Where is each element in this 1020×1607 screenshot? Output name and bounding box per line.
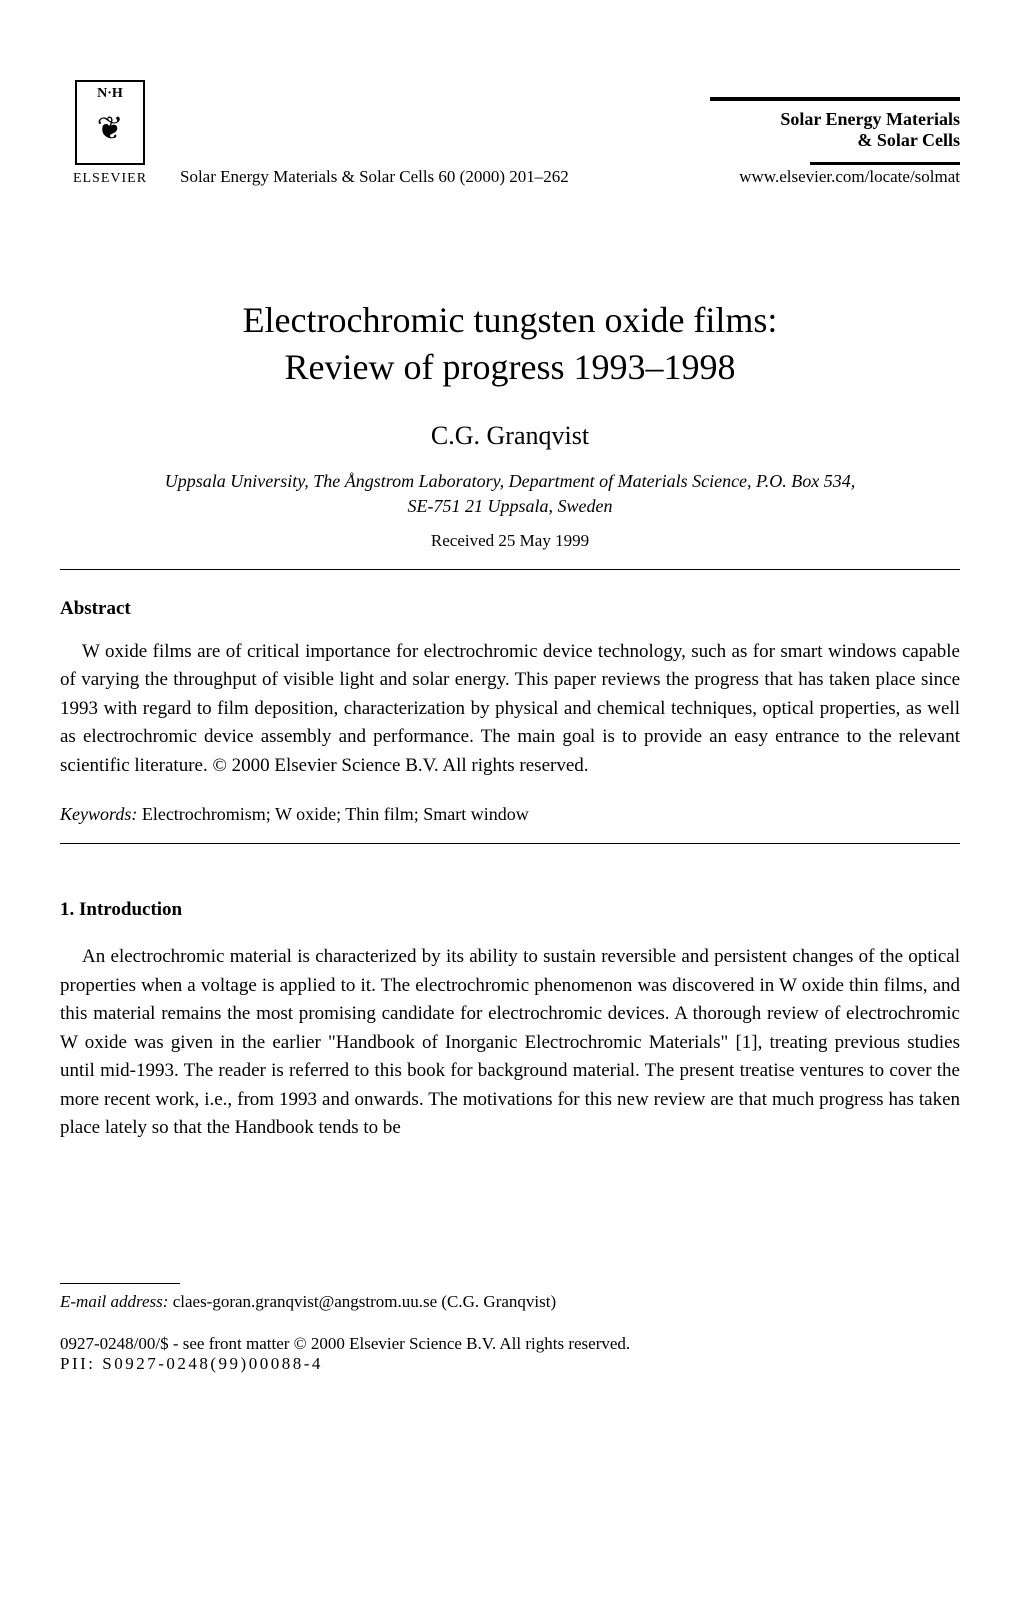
keywords-text: Electrochromism; W oxide; Thin film; Sma… — [137, 804, 528, 824]
keywords: Keywords: Electrochromism; W oxide; Thin… — [60, 804, 960, 825]
footnote-text: claes-goran.granqvist@angstrom.uu.se (C.… — [168, 1292, 556, 1311]
keywords-label: Keywords: — [60, 804, 137, 824]
title-line1: Electrochromic tungsten oxide films: — [243, 300, 778, 340]
footnote-label: E-mail address: — [60, 1292, 168, 1311]
footnote: E-mail address: claes-goran.granqvist@an… — [60, 1292, 960, 1312]
rule-top — [710, 97, 960, 101]
journal-ref-block: Solar Energy Materials & Solar Cells 60 … — [160, 167, 710, 187]
journal-title-line1: Solar Energy Materials — [710, 109, 960, 131]
tree-icon: ❦ — [97, 109, 124, 147]
affiliation-line2: SE-751 21 Uppsala, Sweden — [408, 496, 613, 516]
author-name: C.G. Granqvist — [60, 421, 960, 451]
title-line2: Review of progress 1993–1998 — [285, 347, 736, 387]
article-title: Electrochromic tungsten oxide films: Rev… — [60, 297, 960, 391]
affiliation: Uppsala University, The Ångstrom Laborat… — [60, 469, 960, 519]
journal-title-line2: & Solar Cells — [710, 130, 960, 152]
publisher-initials: N·H — [97, 86, 123, 102]
abstract-text: W oxide films are of critical importance… — [60, 638, 960, 781]
rule-bottom — [810, 162, 960, 165]
publisher-name: ELSEVIER — [73, 171, 147, 187]
received-date: Received 25 May 1999 — [60, 531, 960, 551]
divider-after-received — [60, 569, 960, 570]
pii-line: PII: S0927-0248(99)00088-4 — [60, 1354, 960, 1374]
section-1-heading: 1. Introduction — [60, 899, 960, 921]
footnote-rule — [60, 1283, 180, 1284]
section-1-paragraph-1: An electrochromic material is characteri… — [60, 943, 960, 1143]
publisher-logo-icon: N·H ❦ — [75, 80, 145, 165]
journal-reference: Solar Energy Materials & Solar Cells 60 … — [180, 167, 690, 187]
affiliation-line1: Uppsala University, The Ångstrom Laborat… — [165, 471, 855, 491]
header-row: N·H ❦ ELSEVIER Solar Energy Materials & … — [60, 80, 960, 187]
journal-url: www.elsevier.com/locate/solmat — [710, 167, 960, 187]
publisher-block: N·H ❦ ELSEVIER — [60, 80, 160, 187]
copyright-line: 0927-0248/00/$ - see front matter © 2000… — [60, 1334, 960, 1354]
journal-title-block: Solar Energy Materials & Solar Cells www… — [710, 97, 960, 187]
divider-after-keywords — [60, 843, 960, 844]
abstract-heading: Abstract — [60, 598, 960, 620]
